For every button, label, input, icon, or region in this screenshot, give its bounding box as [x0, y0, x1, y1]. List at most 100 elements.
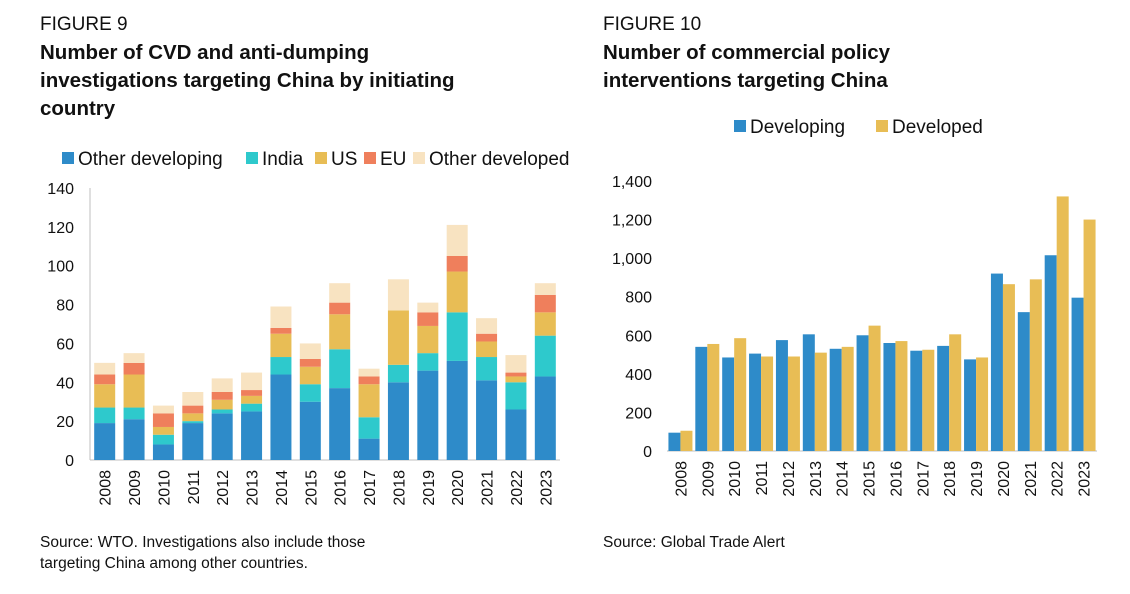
bar-segment [476, 357, 498, 381]
x-tick-label: 2012 [215, 470, 232, 506]
bar-segment [417, 370, 439, 460]
x-tick-label: 2023 [1077, 461, 1094, 497]
legend-swatch [364, 152, 376, 164]
bar [802, 334, 815, 451]
bar [868, 325, 881, 451]
bar-segment [241, 395, 263, 404]
bar-segment [534, 312, 556, 336]
bar-segment [241, 411, 263, 460]
bar [680, 430, 693, 451]
bar [910, 350, 923, 451]
bar-segment [94, 423, 116, 460]
legend-label: India [262, 149, 304, 170]
bar [1017, 312, 1030, 451]
x-tick-label: 2011 [186, 470, 203, 505]
y-tick-label: 0 [65, 453, 74, 470]
y-tick-label: 1,200 [612, 213, 652, 230]
legend-swatch [734, 120, 746, 132]
bar-segment [476, 341, 498, 358]
bar [707, 343, 720, 451]
bar-segment [123, 407, 145, 420]
x-tick-label: 2023 [538, 470, 555, 506]
x-tick-label: 2019 [421, 470, 438, 506]
bar-segment [476, 333, 498, 342]
figure10-source: Source: Global Trade Alert [603, 532, 785, 553]
bar-segment [182, 413, 204, 422]
bar [734, 338, 747, 451]
bar-segment [123, 353, 145, 363]
figure10-title-line: Number of commercial policy [603, 41, 891, 64]
y-tick-label: 1,000 [612, 251, 652, 268]
x-tick-label: 2019 [969, 461, 986, 497]
bar-segment [241, 403, 263, 412]
figure9-title-line: investigations targeting China by initia… [40, 69, 455, 92]
bar-segment [446, 312, 468, 361]
bar [775, 340, 788, 451]
bar-segment [182, 423, 204, 460]
figure9-title-line: Number of CVD and anti-dumping [40, 41, 370, 64]
bar [990, 273, 1003, 451]
bar-segment [123, 374, 145, 408]
bar [922, 349, 935, 451]
bar-segment [299, 343, 321, 359]
x-tick-label: 2008 [98, 470, 115, 506]
bar-segment [270, 374, 292, 460]
y-tick-label: 20 [56, 414, 74, 431]
bar-segment [505, 409, 527, 460]
x-tick-label: 2010 [727, 461, 744, 497]
bar [964, 359, 977, 451]
bar-segment [123, 419, 145, 460]
bar-segment [211, 409, 233, 414]
x-tick-label: 2020 [450, 470, 467, 506]
bar [787, 356, 800, 451]
bar-segment [505, 376, 527, 383]
bar-segment [211, 413, 233, 460]
bar [722, 357, 735, 451]
x-tick-label: 2016 [888, 461, 905, 497]
bar-segment [387, 364, 409, 383]
y-tick-label: 1,400 [612, 174, 652, 191]
bar-segment [387, 382, 409, 460]
bar-segment [152, 434, 174, 445]
bar-segment [152, 426, 174, 435]
bar-segment [94, 384, 116, 408]
bar-segment [505, 372, 527, 377]
y-tick-label: 40 [56, 375, 74, 392]
bar-segment [417, 325, 439, 354]
legend-label: Developing [750, 117, 845, 138]
x-tick-label: 2009 [700, 461, 717, 497]
bar-segment [329, 283, 351, 303]
bar [937, 345, 950, 451]
bar-segment [358, 438, 380, 460]
bar-segment [387, 310, 409, 365]
bar-segment [534, 335, 556, 377]
x-tick-label: 2015 [303, 470, 320, 506]
bar-segment [270, 306, 292, 328]
legend-label: EU [380, 149, 406, 170]
legend-label: Other developing [78, 149, 223, 170]
bar-segment [152, 413, 174, 427]
bar [1044, 255, 1057, 451]
figure9-title: Number of CVD and anti-dumping investiga… [40, 39, 455, 123]
figure10-source-line: Source: Global Trade Alert [603, 534, 785, 551]
bar-segment [299, 384, 321, 402]
y-tick-label: 80 [56, 298, 74, 315]
bar [895, 341, 908, 451]
x-tick-label: 2021 [480, 470, 497, 506]
bar-segment [94, 362, 116, 375]
bar-segment [534, 376, 556, 460]
bar-segment [270, 333, 292, 358]
bar-segment [505, 382, 527, 410]
y-tick-label: 400 [625, 367, 652, 384]
y-tick-label: 800 [625, 290, 652, 307]
figure9-label: FIGURE 9 [40, 14, 128, 35]
bar [1056, 196, 1069, 451]
y-tick-label: 120 [47, 220, 74, 237]
figure10-title: Number of commercial policy intervention… [603, 39, 890, 95]
bar-segment [211, 378, 233, 392]
bar-segment [299, 401, 321, 460]
legend-label: Developed [892, 117, 983, 138]
x-tick-label: 2016 [333, 470, 350, 506]
y-tick-label: 60 [56, 336, 74, 353]
